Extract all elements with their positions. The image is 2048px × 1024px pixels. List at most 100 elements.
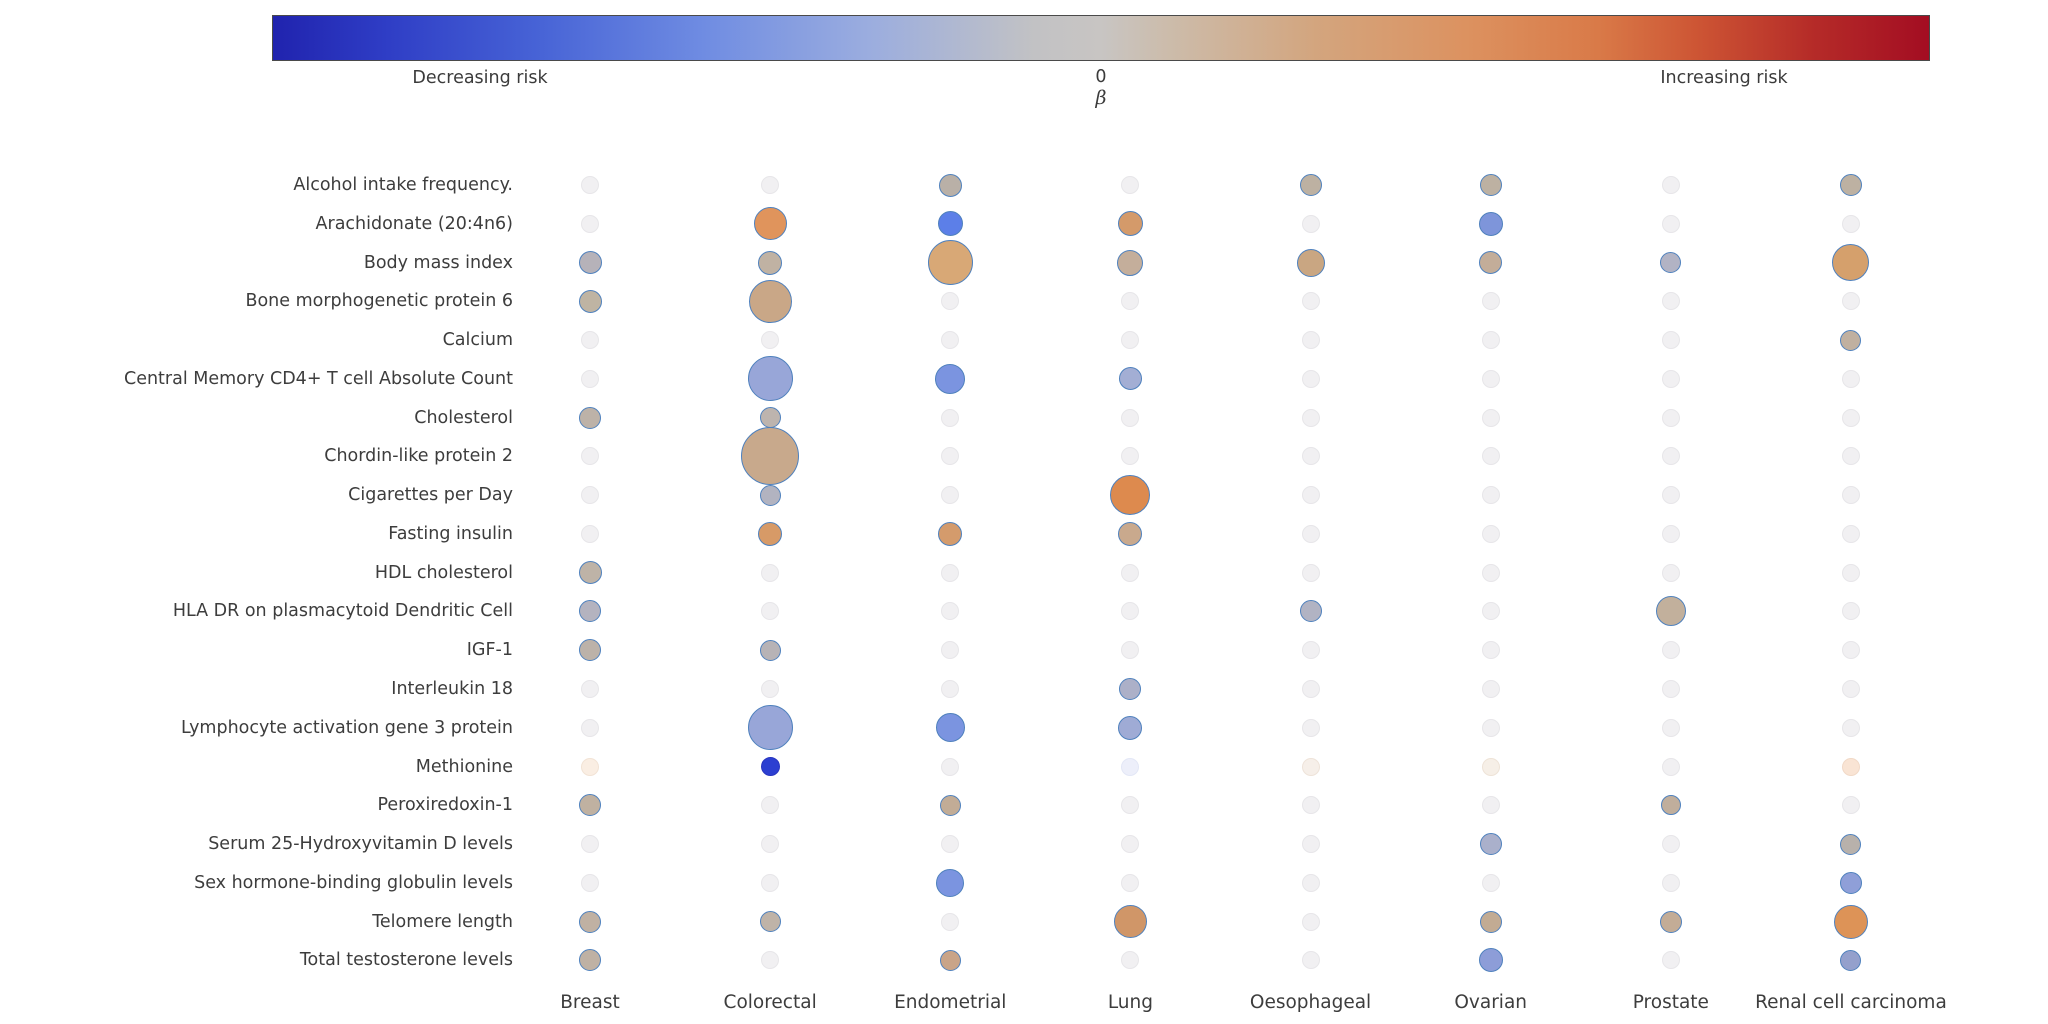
bubble — [1299, 174, 1322, 196]
bubble-faint — [761, 835, 780, 854]
bubble — [1840, 833, 1862, 855]
bubble — [753, 207, 787, 241]
bubble — [938, 521, 963, 546]
column-label: Prostate — [1632, 992, 1709, 1013]
bubble-faint — [1301, 408, 1320, 427]
bubble — [1660, 252, 1682, 274]
row-label: Arachidonate (20:4n6) — [315, 213, 513, 234]
bubble-faint — [1121, 408, 1140, 427]
bubble-faint — [1481, 292, 1500, 311]
bubble-faint — [1661, 331, 1680, 350]
bubble-faint — [761, 680, 780, 698]
bubble-faint — [581, 331, 599, 350]
bubble-faint — [1301, 563, 1320, 582]
bubble — [1481, 757, 1500, 776]
column-label: Ovarian — [1454, 992, 1528, 1013]
bubble-faint — [1301, 680, 1320, 698]
bubble-faint — [761, 331, 780, 350]
bubble-faint — [941, 486, 960, 505]
bubble-faint — [581, 718, 599, 737]
bubble — [578, 561, 602, 585]
bubble-faint — [1301, 369, 1320, 388]
bubble-faint — [1841, 796, 1860, 815]
bubble-faint — [1301, 951, 1320, 970]
bubble-faint — [1661, 176, 1680, 194]
colorbar-gradient — [272, 15, 1930, 61]
row-label: Central Memory CD4+ T cell Absolute Coun… — [123, 368, 513, 389]
column-label: Endometrial — [894, 992, 1007, 1013]
bubble-faint — [941, 292, 960, 311]
bubble-faint — [761, 176, 780, 194]
bubble — [939, 949, 961, 971]
bubble-faint — [1841, 408, 1860, 427]
bubble-faint — [1841, 447, 1860, 466]
bubble-faint — [761, 873, 780, 892]
row-label: Serum 25-Hydroxyvitamin D levels — [208, 834, 513, 855]
colorbar-label-decreasing-risk: Decreasing risk — [412, 68, 548, 88]
bubble-faint — [1121, 641, 1140, 660]
bubble-faint — [1121, 176, 1140, 194]
bubble-faint — [581, 214, 599, 233]
bubble — [927, 240, 973, 286]
bubble — [1119, 678, 1142, 700]
bubble-faint — [1661, 486, 1680, 505]
bubble-faint — [941, 680, 960, 698]
bubble-faint — [1481, 718, 1500, 737]
bubble-faint — [1841, 680, 1860, 698]
bubble — [1833, 904, 1868, 939]
bubble — [579, 600, 601, 623]
bubble-faint — [761, 796, 780, 815]
bubble-faint — [1301, 796, 1320, 815]
bubble-faint — [1661, 292, 1680, 311]
bubble — [1118, 715, 1143, 740]
bubble-faint — [1301, 641, 1320, 660]
bubble — [935, 713, 965, 743]
bubble-faint — [1301, 447, 1320, 466]
bubble — [1478, 211, 1503, 236]
bubble — [1110, 475, 1151, 516]
bubble-faint — [1301, 292, 1320, 311]
bubble-faint — [1661, 718, 1680, 737]
bubble — [1660, 795, 1681, 816]
bubble — [1655, 596, 1686, 627]
bubble-faint — [1841, 641, 1860, 660]
bubble — [936, 868, 965, 897]
bubble-faint — [761, 602, 780, 621]
bubble — [1479, 174, 1502, 196]
bubble-faint — [1481, 563, 1500, 582]
bubble-faint — [761, 951, 780, 970]
column-label: Oesophageal — [1249, 992, 1372, 1013]
bubble-faint — [1841, 486, 1860, 505]
column-label: Lung — [1107, 992, 1153, 1013]
bubble-faint — [941, 912, 960, 931]
bubble — [758, 521, 783, 546]
bubble — [935, 363, 966, 394]
bubble — [938, 173, 962, 197]
bubble — [1301, 757, 1320, 776]
bubble-faint — [1661, 641, 1680, 660]
bubble-faint — [1481, 331, 1500, 350]
bubble-faint — [1121, 951, 1140, 970]
bubble-faint — [1481, 524, 1500, 543]
bubble-faint — [1121, 447, 1140, 466]
bubble-faint — [1661, 757, 1680, 776]
bubble-faint — [581, 873, 599, 892]
bubble — [1479, 833, 1502, 856]
bubble-faint — [1301, 486, 1320, 505]
bubble-faint — [1481, 486, 1500, 505]
bubble-faint — [1661, 563, 1680, 582]
bubble — [1296, 248, 1325, 277]
bubble-faint — [1841, 602, 1860, 621]
bubble-faint — [1661, 408, 1680, 427]
bubble-faint — [1481, 873, 1500, 892]
row-label: Cholesterol — [414, 407, 513, 428]
row-label: Telomere length — [372, 911, 513, 932]
colorbar-label-increasing-risk: Increasing risk — [1660, 68, 1788, 88]
bubble-faint — [1481, 796, 1500, 815]
bubble — [1478, 948, 1503, 973]
bubble — [759, 639, 781, 661]
bubble-faint — [581, 524, 599, 543]
row-label: Lymphocyte activation gene 3 protein — [180, 717, 513, 738]
bubble — [937, 211, 963, 237]
